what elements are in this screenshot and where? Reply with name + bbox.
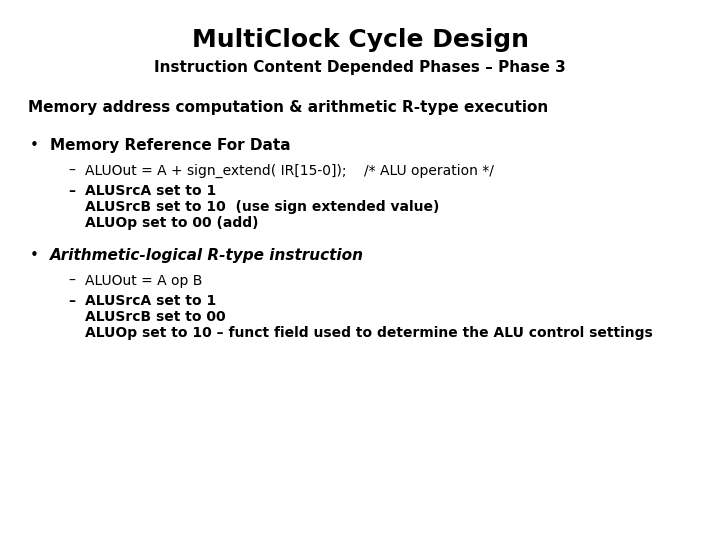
Text: –: – — [68, 294, 75, 308]
Text: ALUSrcB set to 00: ALUSrcB set to 00 — [85, 310, 225, 324]
Text: –: – — [68, 164, 75, 178]
Text: ALUSrcA set to 1: ALUSrcA set to 1 — [85, 184, 216, 198]
Text: Memory Reference For Data: Memory Reference For Data — [50, 138, 291, 153]
Text: MultiClock Cycle Design: MultiClock Cycle Design — [192, 28, 528, 52]
Text: ALUOut = A op B: ALUOut = A op B — [85, 274, 202, 288]
Text: ALUOut = A + sign_extend( IR[15-0]);    /* ALU operation */: ALUOut = A + sign_extend( IR[15-0]); /* … — [85, 164, 494, 178]
Text: Memory address computation & arithmetic R-type execution: Memory address computation & arithmetic … — [28, 100, 548, 115]
Text: ALUSrcA set to 1: ALUSrcA set to 1 — [85, 294, 216, 308]
Text: ALUSrcB set to 10  (use sign extended value): ALUSrcB set to 10 (use sign extended val… — [85, 200, 439, 214]
Text: •: • — [30, 138, 39, 153]
Text: –: – — [68, 184, 75, 198]
Text: •: • — [30, 248, 39, 263]
Text: ALUOp set to 00 (add): ALUOp set to 00 (add) — [85, 216, 258, 230]
Text: Arithmetic-logical R-type instruction: Arithmetic-logical R-type instruction — [50, 248, 364, 263]
Text: Instruction Content Depended Phases – Phase 3: Instruction Content Depended Phases – Ph… — [154, 60, 566, 75]
Text: ALUOp set to 10 – funct field used to determine the ALU control settings: ALUOp set to 10 – funct field used to de… — [85, 326, 653, 340]
Text: –: – — [68, 274, 75, 288]
